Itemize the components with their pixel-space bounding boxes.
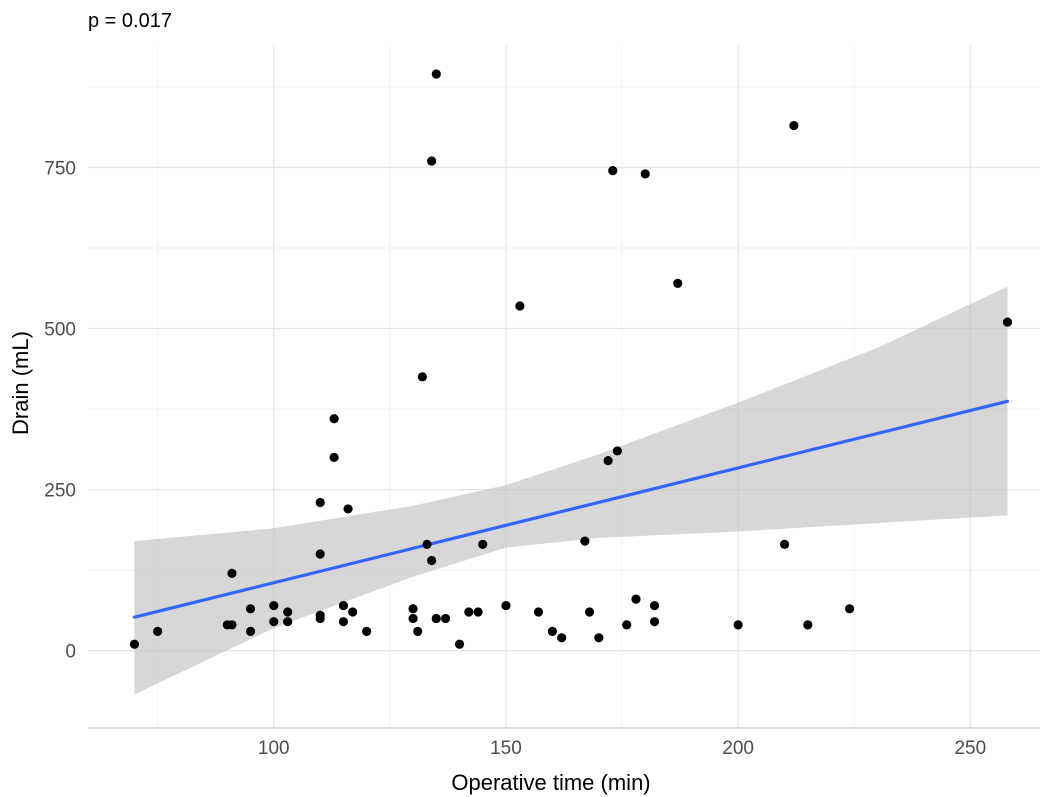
y-tick-label: 250 <box>44 481 76 502</box>
confidence-band-layer <box>134 286 1008 695</box>
data-point <box>348 607 358 617</box>
data-point <box>338 600 349 611</box>
data-point <box>427 555 437 566</box>
data-point <box>622 620 632 630</box>
data-point <box>153 626 163 636</box>
x-tick-label: 250 <box>954 738 986 759</box>
data-point <box>584 607 595 617</box>
regression-line <box>132 399 1010 619</box>
data-point <box>478 539 488 549</box>
fit-line-layer <box>132 399 1010 619</box>
data-point <box>431 69 441 79</box>
data-point <box>269 617 279 627</box>
data-point <box>631 594 641 604</box>
data-point <box>227 620 237 630</box>
data-point <box>673 278 683 289</box>
data-point <box>515 301 525 311</box>
y-axis-title: Drain (mL) <box>8 331 33 435</box>
data-point <box>338 617 349 627</box>
data-point <box>329 414 339 424</box>
data-point <box>413 626 423 636</box>
x-axis-ticks: 100 150 200 250 <box>258 738 986 759</box>
data-point <box>533 607 544 617</box>
data-point <box>315 497 325 508</box>
data-point <box>417 372 427 382</box>
data-point <box>612 446 623 456</box>
data-point <box>789 120 799 131</box>
x-tick-label: 100 <box>258 738 290 759</box>
data-point <box>803 620 813 630</box>
data-point <box>408 604 418 614</box>
data-point <box>779 539 790 549</box>
data-point <box>640 169 650 179</box>
data-point <box>845 604 855 614</box>
data-point <box>129 639 140 649</box>
data-point <box>431 613 441 624</box>
data-point <box>283 617 293 627</box>
data-point <box>603 455 613 466</box>
data-point <box>227 568 237 578</box>
data-point <box>315 613 325 624</box>
y-tick-label: 500 <box>44 320 76 341</box>
data-point <box>329 452 339 462</box>
data-point <box>427 156 437 166</box>
data-point <box>557 633 567 643</box>
data-point <box>580 536 590 546</box>
data-point <box>362 626 372 636</box>
data-point <box>283 607 293 617</box>
data-point <box>649 600 660 611</box>
x-axis-title: Operative time (min) <box>451 770 650 795</box>
data-point <box>464 607 474 617</box>
data-point <box>440 613 451 624</box>
data-point <box>733 620 743 630</box>
data-point <box>501 600 511 611</box>
data-point <box>547 626 557 636</box>
data-point <box>315 549 325 559</box>
x-tick-label: 150 <box>490 738 522 759</box>
data-point <box>649 617 660 627</box>
data-point <box>422 539 432 549</box>
y-tick-label: 0 <box>65 642 76 663</box>
data-point <box>269 600 279 611</box>
x-tick-label: 200 <box>722 738 754 759</box>
data-point <box>343 504 353 514</box>
data-point <box>473 607 483 617</box>
data-point <box>1002 317 1013 327</box>
y-axis-ticks: 0 250 500 750 <box>44 158 76 662</box>
chart-subtitle: p = 0.017 <box>88 10 172 32</box>
data-point <box>245 604 256 614</box>
data-point <box>594 633 604 643</box>
data-point <box>408 613 418 624</box>
data-point <box>608 166 618 176</box>
confidence-band <box>134 286 1008 695</box>
data-point <box>245 626 256 636</box>
data-point <box>454 639 465 649</box>
data-points <box>129 69 1013 649</box>
y-tick-label: 750 <box>44 158 76 179</box>
